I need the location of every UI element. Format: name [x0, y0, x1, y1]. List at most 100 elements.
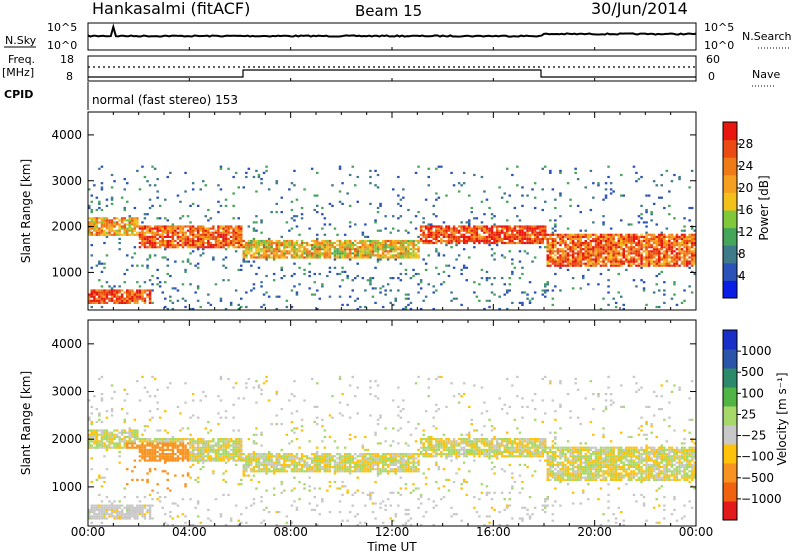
- power-cell: [349, 258, 352, 260]
- power-cell: [136, 219, 139, 221]
- power-cell: [116, 298, 119, 300]
- power-cell: [232, 230, 235, 232]
- power-cell: [215, 236, 218, 238]
- nsearch-tick-bottom: 10^0: [704, 39, 734, 52]
- velocity-cell: [149, 419, 152, 421]
- power-cell: [359, 256, 362, 258]
- velocity-cell: [139, 509, 142, 511]
- velocity-cell: [93, 436, 96, 438]
- velocity-cell: [98, 509, 101, 511]
- power-cell: [443, 236, 446, 238]
- power-cell: [615, 252, 618, 254]
- velocity-cell: [212, 472, 215, 474]
- velocity-cell: [344, 453, 347, 455]
- velocity-cell: [346, 520, 349, 522]
- velocity-cell: [288, 460, 291, 462]
- power-cell: [663, 234, 666, 236]
- velocity-cell: [255, 466, 258, 468]
- power-cell: [572, 265, 575, 267]
- velocity-cell: [243, 475, 246, 477]
- power-cell: [663, 289, 666, 291]
- velocity-cell: [139, 500, 142, 502]
- power-cell: [357, 254, 360, 256]
- power-cell: [597, 283, 600, 285]
- velocity-cell: [372, 462, 375, 464]
- power-cell: [210, 234, 213, 236]
- power-cell: [250, 242, 253, 244]
- power-cell: [683, 242, 686, 244]
- power-cell: [501, 232, 504, 234]
- velocity-cell: [374, 380, 377, 382]
- power-cell: [539, 232, 542, 234]
- power-cell: [481, 277, 484, 279]
- velocity-cell: [156, 455, 159, 457]
- velocity-cell: [187, 460, 190, 462]
- power-cell: [407, 240, 410, 242]
- power-cell: [607, 248, 610, 250]
- power-cell: [407, 248, 410, 250]
- power-cell: [306, 256, 309, 258]
- power-cell: [592, 197, 595, 199]
- power-cell: [367, 240, 370, 242]
- velocity-cell: [331, 395, 334, 397]
- velocity-cell: [172, 455, 175, 457]
- power-cell: [116, 291, 119, 293]
- power-cell: [625, 244, 628, 246]
- velocity-cell: [103, 511, 106, 513]
- velocity-cell: [265, 507, 268, 509]
- power-cell: [124, 232, 127, 234]
- velocity-cell: [141, 455, 144, 457]
- power-cell: [172, 302, 175, 304]
- power-cell: [605, 236, 608, 238]
- power-cell: [488, 230, 491, 232]
- power-cell: [200, 230, 203, 232]
- velocity-cell: [243, 472, 246, 474]
- power-cell: [509, 242, 512, 244]
- power-cell: [344, 244, 347, 246]
- power-cell: [549, 234, 552, 236]
- power-cell: [200, 244, 203, 246]
- power-cell: [159, 225, 162, 227]
- power-cell: [602, 244, 605, 246]
- power-cell: [569, 236, 572, 238]
- power-cell: [106, 298, 109, 300]
- power-cell: [364, 250, 367, 252]
- power-cell: [326, 240, 329, 242]
- power-cell: [316, 195, 319, 197]
- power-cell: [91, 306, 94, 308]
- power-cell: [149, 296, 152, 298]
- power-cell: [243, 254, 246, 256]
- velocity-cell: [268, 399, 271, 401]
- power-cell: [635, 234, 638, 236]
- power-cell: [91, 302, 94, 304]
- power-cell: [607, 166, 610, 168]
- power-cell: [106, 291, 109, 293]
- velocity-cell: [202, 466, 205, 468]
- velocity-cell: [202, 462, 205, 464]
- velocity-cell: [232, 453, 235, 455]
- power-cell: [663, 242, 666, 244]
- power-cell: [222, 279, 225, 281]
- power-cell: [650, 261, 653, 263]
- velocity-cell: [131, 429, 134, 431]
- velocity-cell: [314, 509, 317, 511]
- power-cell: [577, 240, 580, 242]
- velocity-cell: [167, 460, 170, 462]
- velocity-cell: [194, 442, 197, 444]
- velocity-cell: [346, 462, 349, 464]
- power-cell: [635, 242, 638, 244]
- power-cell: [238, 232, 241, 234]
- power-cell: [265, 248, 268, 250]
- power-cell: [580, 287, 583, 289]
- power-cell: [364, 254, 367, 256]
- power-cell: [526, 240, 529, 242]
- velocity-cell: [124, 447, 127, 449]
- power-cell: [316, 252, 319, 254]
- power-cell: [243, 244, 246, 246]
- velocity-cell: [255, 380, 258, 382]
- power-cell: [192, 244, 195, 246]
- power-cell: [179, 201, 182, 203]
- power-cell: [379, 258, 382, 260]
- velocity-cell: [159, 455, 162, 457]
- velocity-cell: [194, 457, 197, 459]
